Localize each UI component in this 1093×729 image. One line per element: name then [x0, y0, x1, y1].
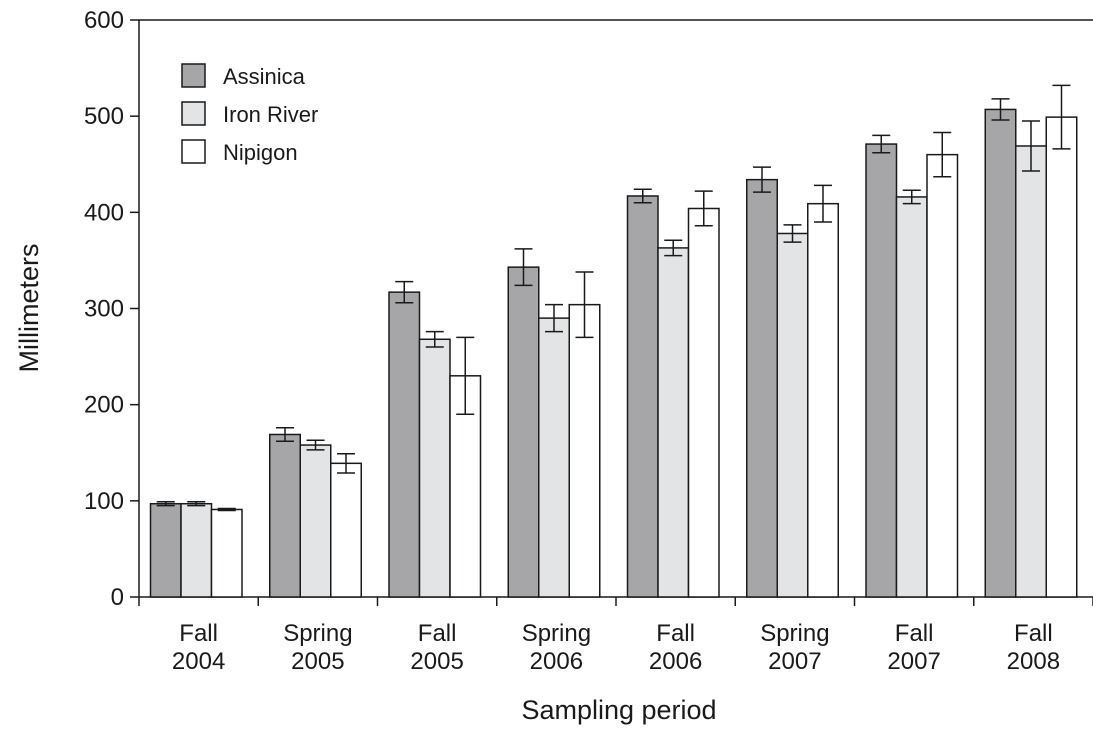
legend-swatch [181, 63, 206, 88]
x-tick-label: Spring [283, 620, 352, 647]
x-tick-label: 2004 [172, 648, 225, 675]
y-tick-label: 300 [84, 296, 124, 323]
bar [507, 266, 540, 598]
x-tick-label: Fall [418, 620, 457, 647]
y-axis-title: Millimeters [14, 243, 44, 372]
bar [657, 247, 690, 598]
x-tick-label: 2006 [530, 648, 583, 675]
bar [210, 508, 243, 598]
x-tick-label: 2008 [1007, 648, 1060, 675]
legend-label: Iron River [223, 102, 318, 127]
bar [180, 502, 213, 598]
x-tick-label: 2007 [887, 648, 940, 675]
bar [807, 202, 839, 598]
x-tick-label: Fall [895, 620, 934, 647]
bar [388, 291, 421, 598]
x-tick-label: Spring [760, 620, 829, 647]
x-tick-label: 2005 [291, 648, 344, 675]
bar [149, 502, 182, 598]
x-tick-label: 2007 [768, 648, 821, 675]
bar [330, 462, 362, 598]
bar [418, 338, 451, 598]
bar [687, 207, 720, 598]
y-tick-label: 200 [84, 392, 124, 419]
y-tick-label: 100 [84, 488, 124, 515]
bar [865, 143, 898, 598]
x-axis-title: Sampling period [521, 695, 716, 725]
bar [538, 317, 570, 598]
axes: 0100200300400500600Fall2004Spring2005Fal… [84, 7, 1093, 675]
bar [1015, 145, 1047, 598]
bar [895, 196, 928, 598]
y-tick-label: 400 [84, 199, 124, 226]
y-tick-label: 600 [84, 7, 124, 34]
bar [776, 232, 809, 598]
x-tick-label: Fall [1014, 620, 1053, 647]
x-tick-label: Spring [522, 620, 591, 647]
legend-swatch [181, 101, 206, 126]
x-tick-label: 2006 [649, 648, 702, 675]
bar [269, 433, 301, 598]
y-tick-label: 500 [84, 103, 124, 130]
x-tick-label: Fall [656, 620, 695, 647]
bar [1045, 116, 1078, 598]
bar [926, 153, 959, 598]
legend-swatch [181, 139, 206, 164]
bar [299, 444, 332, 598]
x-tick-label: 2005 [410, 648, 463, 675]
bars [149, 84, 1078, 598]
x-tick-label: Fall [179, 620, 218, 647]
y-tick-label: 0 [111, 584, 124, 611]
bar [568, 303, 601, 598]
bar [626, 195, 659, 598]
bar [984, 108, 1017, 598]
legend-label: Assinica [223, 64, 306, 89]
legend-label: Nipigon [223, 140, 298, 165]
bar [746, 178, 778, 598]
legend: Assinica Iron River Nipigon [181, 63, 318, 165]
